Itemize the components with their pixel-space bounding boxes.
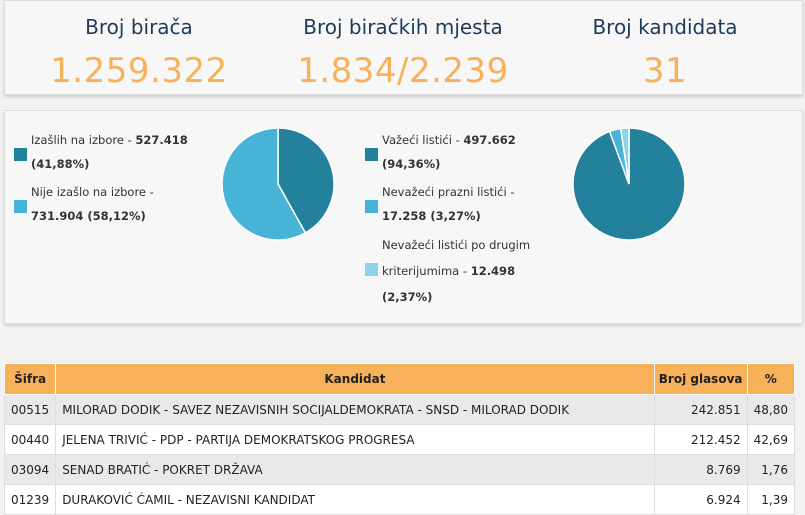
turned-out-pct: (41,88%) (31, 157, 90, 171)
cell-percent: 1,39 (746, 484, 796, 515)
turnout-pie-chart (221, 127, 335, 241)
cell-percent: 48,80 (746, 394, 796, 425)
cell-code: 03094 (3, 454, 57, 485)
cell-candidate: JELENA TRIVIĆ - PDP - PARTIJA DEMOKRATSK… (55, 424, 655, 455)
charts-panel: Izašlih na izbore - 527.418 (41,88%) Nij… (4, 110, 803, 324)
valid-value: 497.662 (463, 133, 516, 147)
cell-percent: 1,76 (746, 454, 796, 485)
invalid-empty-value: 17.258 (3,27%) (382, 209, 481, 223)
invalid-other-pct: (2,37%) (382, 290, 433, 304)
valid-pct: (94,36%) (382, 157, 441, 171)
stats-panel: Broj birača 1.259.322 Broj biračkih mjes… (4, 0, 803, 95)
voters-label: Broj birača (85, 15, 193, 39)
table-row[interactable]: 01239 DURAKOVIĆ ĆAMIL - NEZAVISNI KANDID… (3, 484, 796, 515)
cell-votes: 8.769 (653, 454, 748, 485)
table-row[interactable]: 00515 MILORAD DODIK - SAVEZ NEZAVISNIH S… (3, 394, 796, 425)
cell-votes: 242.851 (653, 394, 748, 425)
cell-code: 00440 (3, 424, 57, 455)
legend-swatch-invalid-empty (365, 200, 378, 213)
turnout-pie-slice-1[interactable] (277, 127, 335, 234)
cell-candidate: DURAKOVIĆ ĆAMIL - NEZAVISNI KANDIDAT (55, 484, 655, 515)
cell-percent: 42,69 (746, 424, 796, 455)
legend-swatch-invalid-other (365, 263, 378, 276)
legend-swatch-turned-out (14, 148, 27, 161)
cell-code: 00515 (3, 394, 57, 425)
legend-turned-out: Izašlih na izbore - 527.418 (41,88%) (31, 128, 221, 176)
turned-out-value: 527.418 (135, 133, 188, 147)
ballots-pie-slice-3[interactable] (619, 127, 630, 185)
table-header-row: Šifra Kandidat Broj glasova % (3, 363, 796, 395)
legend-invalid-other: Nevažeći listići po drugim kriterijumima… (382, 232, 562, 310)
legend-invalid-empty: Nevažeći prazni listići - 17.258 (3,27%) (382, 180, 562, 228)
header-candidate[interactable]: Kandidat (55, 363, 655, 395)
legend-valid: Važeći listići - 497.662 (94,36%) (382, 128, 562, 176)
candidates-table: Šifra Kandidat Broj glasova % 00515 MILO… (3, 363, 796, 515)
cell-candidate: SENAD BRATIĆ - POKRET DRŽAVA (55, 454, 655, 485)
invalid-empty-label: Nevažeći prazni listići - (382, 185, 515, 199)
table-row[interactable]: 03094 SENAD BRATIĆ - POKRET DRŽAVA 8.769… (3, 454, 796, 485)
invalid-other-value: 12.498 (470, 264, 516, 278)
header-percent[interactable]: % (746, 363, 796, 395)
table-row[interactable]: 00440 JELENA TRIVIĆ - PDP - PARTIJA DEMO… (3, 424, 796, 455)
stations-value: 1.834/2.239 (297, 51, 509, 91)
stations-label: Broj biračkih mjesta (303, 15, 503, 39)
turned-out-label: Izašlih na izbore - (31, 133, 136, 147)
legend-swatch-valid (365, 148, 378, 161)
turnout-pie-slice-2[interactable] (221, 127, 307, 241)
candidates-label: Broj kandidata (592, 15, 738, 39)
legend-not-turned-out: Nije izašlo na izbore - 731.904 (58,12%) (31, 180, 221, 228)
cell-votes: 212.452 (653, 424, 748, 455)
candidates-value: 31 (642, 51, 688, 91)
not-turned-out-label: Nije izašlo na izbore - (31, 185, 154, 199)
valid-label: Važeći listići - (382, 133, 464, 147)
header-votes[interactable]: Broj glasova (653, 363, 748, 395)
voters-value: 1.259.322 (50, 51, 228, 91)
ballots-pie-chart (572, 127, 686, 241)
cell-code: 01239 (3, 484, 57, 515)
not-turned-out-value: 731.904 (58,12%) (31, 209, 146, 223)
header-code[interactable]: Šifra (3, 363, 57, 395)
cell-candidate: MILORAD DODIK - SAVEZ NEZAVISNIH SOCIJAL… (55, 394, 655, 425)
invalid-other-label-2: kriterijumima - (382, 264, 471, 278)
invalid-other-label-1: Nevažeći listići po drugim (382, 238, 531, 252)
legend-swatch-not-turned-out (14, 200, 27, 213)
cell-votes: 6.924 (653, 484, 748, 515)
